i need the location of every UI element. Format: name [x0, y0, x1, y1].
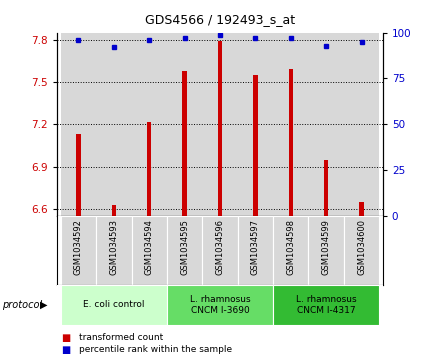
Bar — [167, 33, 202, 216]
Text: ▶: ▶ — [40, 300, 48, 310]
Text: GSM1034599: GSM1034599 — [322, 219, 331, 275]
Text: transformed count: transformed count — [79, 333, 163, 342]
Bar — [359, 202, 364, 216]
Bar — [324, 160, 328, 216]
Bar — [183, 71, 187, 216]
Text: L. rhamnosus
CNCM I-3690: L. rhamnosus CNCM I-3690 — [190, 295, 250, 315]
Text: GSM1034596: GSM1034596 — [216, 219, 224, 276]
Text: GDS4566 / 192493_s_at: GDS4566 / 192493_s_at — [145, 13, 295, 26]
Text: GSM1034598: GSM1034598 — [286, 219, 295, 276]
Text: GSM1034600: GSM1034600 — [357, 219, 366, 276]
Bar — [273, 285, 379, 325]
Bar — [238, 33, 273, 216]
Text: GSM1034597: GSM1034597 — [251, 219, 260, 276]
Bar — [202, 216, 238, 285]
Text: protocol: protocol — [2, 300, 42, 310]
Bar — [344, 216, 379, 285]
Bar — [344, 33, 379, 216]
Bar — [308, 33, 344, 216]
Text: L. rhamnosus
CNCM I-4317: L. rhamnosus CNCM I-4317 — [296, 295, 356, 315]
Text: ■: ■ — [62, 344, 71, 355]
Bar — [238, 216, 273, 285]
Bar — [147, 122, 151, 216]
Bar — [132, 33, 167, 216]
Bar — [112, 205, 116, 216]
Bar — [289, 69, 293, 216]
Bar — [76, 134, 81, 216]
Bar — [132, 216, 167, 285]
Bar — [61, 33, 96, 216]
Bar — [273, 216, 308, 285]
Bar — [61, 216, 96, 285]
Bar — [167, 216, 202, 285]
Text: E. coli control: E. coli control — [83, 301, 145, 309]
Bar — [218, 41, 222, 216]
Bar — [61, 285, 167, 325]
Bar — [202, 33, 238, 216]
Text: GSM1034593: GSM1034593 — [109, 219, 118, 276]
Bar — [308, 216, 344, 285]
Bar — [167, 285, 273, 325]
Bar — [96, 216, 132, 285]
Bar — [253, 75, 257, 216]
Text: GSM1034595: GSM1034595 — [180, 219, 189, 275]
Bar — [273, 33, 308, 216]
Text: GSM1034592: GSM1034592 — [74, 219, 83, 275]
Text: ■: ■ — [62, 333, 71, 343]
Bar — [96, 33, 132, 216]
Text: percentile rank within the sample: percentile rank within the sample — [79, 345, 232, 354]
Text: GSM1034594: GSM1034594 — [145, 219, 154, 275]
